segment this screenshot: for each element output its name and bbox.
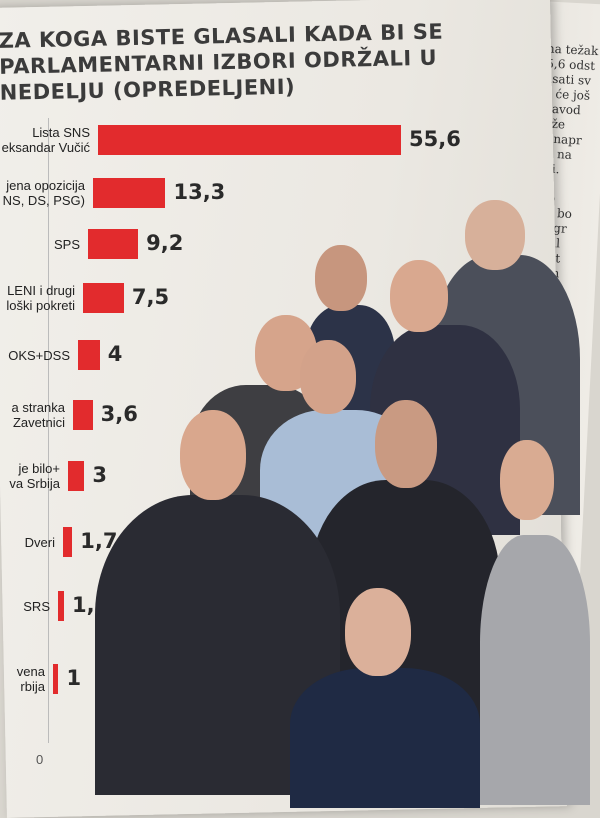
category-label: LENI i drugi loški pokreti xyxy=(0,283,75,313)
category-label: a stranka Zavetnici xyxy=(0,400,65,430)
category-label: je bilo+ va Srbija xyxy=(0,461,60,491)
x-tick-label: 10 xyxy=(98,752,113,767)
bar xyxy=(88,229,139,259)
category-label-line: va Srbija xyxy=(9,476,60,491)
value-label: 4 xyxy=(107,342,123,366)
category-label-line: OKS+DSS xyxy=(8,348,70,363)
bar xyxy=(58,591,64,621)
category-label: vena rbija xyxy=(0,664,45,694)
x-tick-label: 0 xyxy=(36,752,44,767)
bar-chart: Lista SNS eksandar Vučić 55,6 jena opozicij… xyxy=(0,118,461,767)
bar xyxy=(78,340,100,370)
value-label: 13,3 xyxy=(173,180,226,204)
category-label-line: LENI i drugi xyxy=(7,283,75,298)
bar xyxy=(73,400,93,430)
category-label-line: Dveri xyxy=(24,535,55,550)
bar xyxy=(98,125,402,155)
value-label: 55,6 xyxy=(409,127,461,151)
value-label: 1 xyxy=(66,666,82,690)
category-label: OKS+DSS xyxy=(0,348,70,363)
value-label: 7,5 xyxy=(131,285,170,309)
category-label-line: SPS xyxy=(53,237,80,252)
bar xyxy=(83,283,124,313)
category-label-line: , NS, DS, PSG) xyxy=(0,193,85,208)
category-label: jena opozicija, NS, DS, PSG) xyxy=(0,178,85,208)
category-label-line: eksandar Vučić xyxy=(1,140,90,155)
bar xyxy=(68,461,85,491)
category-label-line: loški pokreti xyxy=(6,298,75,313)
value-label: 9,2 xyxy=(146,231,184,255)
category-label-line: vena xyxy=(16,664,45,679)
bar xyxy=(93,178,166,208)
category-label: Dveri xyxy=(0,535,55,550)
value-label: 1,7 xyxy=(80,529,118,553)
category-label-line: rbija xyxy=(20,679,45,694)
value-label: 3,6 xyxy=(100,402,138,426)
category-label: SPS xyxy=(0,237,80,252)
bar xyxy=(63,527,73,557)
category-label-line: a stranka xyxy=(11,400,65,415)
category-label-line: je bilo+ xyxy=(18,461,60,476)
value-label: 3 xyxy=(92,463,107,487)
bar xyxy=(53,664,59,694)
y-axis-line xyxy=(48,118,49,743)
category-label-line: Lista SNS xyxy=(32,125,90,140)
category-label-line: SRS xyxy=(23,599,50,614)
value-label: 1,1 xyxy=(71,593,110,617)
category-label-line: jena opozicija xyxy=(6,178,85,193)
category-label-line: Zavetnici xyxy=(12,415,65,430)
category-label: Lista SNS eksandar Vučić xyxy=(0,125,90,155)
category-label: SRS xyxy=(0,599,50,614)
